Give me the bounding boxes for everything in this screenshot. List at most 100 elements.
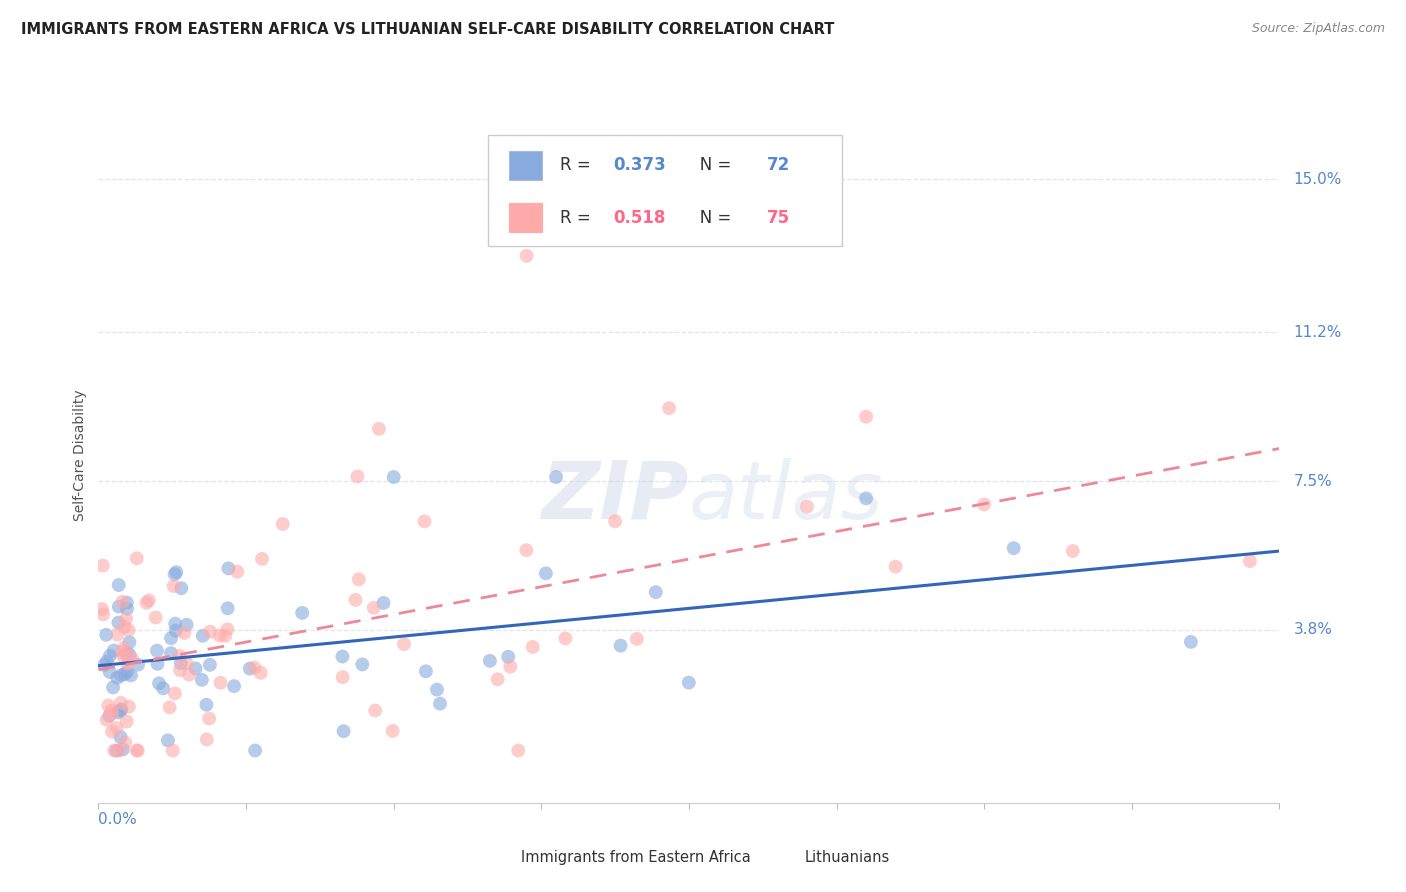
Point [108,743,131,757]
Point [98,709,121,723]
Point [195,732,218,747]
Point [118,648,141,662]
Point [120,668,142,682]
Point [152,681,174,696]
Point [105,671,128,685]
Point [165,624,187,638]
Point [515,249,537,263]
Point [1239,554,1261,568]
Point [217,561,239,575]
Point [156,733,179,747]
Text: ZIP: ZIP [541,458,689,536]
Point [110,668,132,682]
Point [114,667,136,681]
Point [176,656,198,670]
Point [678,675,700,690]
Point [413,515,436,529]
Point [1062,544,1084,558]
Point [352,657,374,672]
Point [346,469,368,483]
Text: 15.0%: 15.0% [1294,172,1341,187]
Point [105,743,128,757]
Point [382,470,405,484]
Point [110,730,132,744]
Point [884,559,907,574]
Point [496,649,519,664]
Point [111,595,134,609]
Point [973,498,995,512]
Text: N =: N = [685,209,737,227]
Point [170,657,193,671]
Point [107,706,129,720]
Point [499,659,522,673]
Point [112,640,135,655]
Text: R =: R = [560,209,596,227]
Point [115,647,138,661]
Point [191,629,214,643]
Point [373,596,395,610]
Point [176,617,198,632]
Point [118,635,141,649]
Point [138,593,160,607]
Point [111,742,134,756]
Point [198,657,221,672]
Point [605,514,627,528]
Point [208,629,231,643]
Point [117,657,139,671]
Point [146,657,169,671]
Y-axis label: Self-Care Disability: Self-Care Disability [73,389,87,521]
Point [169,663,191,677]
Point [101,724,124,739]
Point [100,704,122,718]
Text: 0.0%: 0.0% [98,812,138,827]
Point [163,686,186,700]
Point [96,654,118,668]
Point [544,470,567,484]
Point [165,616,187,631]
Point [855,491,877,506]
Point [103,743,125,757]
Point [96,713,118,727]
FancyBboxPatch shape [488,135,842,246]
Point [200,624,222,639]
Point [177,667,200,681]
Text: atlas: atlas [689,458,884,536]
Point [165,565,187,579]
Point [145,610,167,624]
Point [515,543,537,558]
Text: 72: 72 [766,156,790,175]
Point [97,698,120,713]
Point [226,565,249,579]
Point [368,422,391,436]
Point [91,602,114,616]
Point [243,743,266,757]
FancyBboxPatch shape [759,847,796,868]
Point [1002,541,1025,556]
Text: Source: ZipAtlas.com: Source: ZipAtlas.com [1251,22,1385,36]
Point [167,648,190,663]
Point [522,640,544,654]
Point [415,665,437,679]
Point [91,607,114,622]
Point [96,628,118,642]
Text: 75: 75 [766,209,790,227]
Point [146,643,169,657]
Point [114,735,136,749]
Point [332,649,354,664]
Point [118,699,141,714]
Point [115,602,138,616]
Point [332,724,354,739]
Text: Lithuanians: Lithuanians [804,849,890,864]
Point [160,631,183,645]
Text: IMMIGRANTS FROM EASTERN AFRICA VS LITHUANIAN SELF-CARE DISABILITY CORRELATION CH: IMMIGRANTS FROM EASTERN AFRICA VS LITHUA… [21,22,835,37]
Point [98,665,121,679]
Point [184,661,207,675]
Text: N =: N = [685,156,737,175]
Point [381,723,404,738]
Text: Immigrants from Eastern Africa: Immigrants from Eastern Africa [522,849,751,864]
Point [135,596,157,610]
Point [162,743,184,757]
Point [112,620,135,634]
Point [534,566,557,581]
Point [127,657,149,672]
